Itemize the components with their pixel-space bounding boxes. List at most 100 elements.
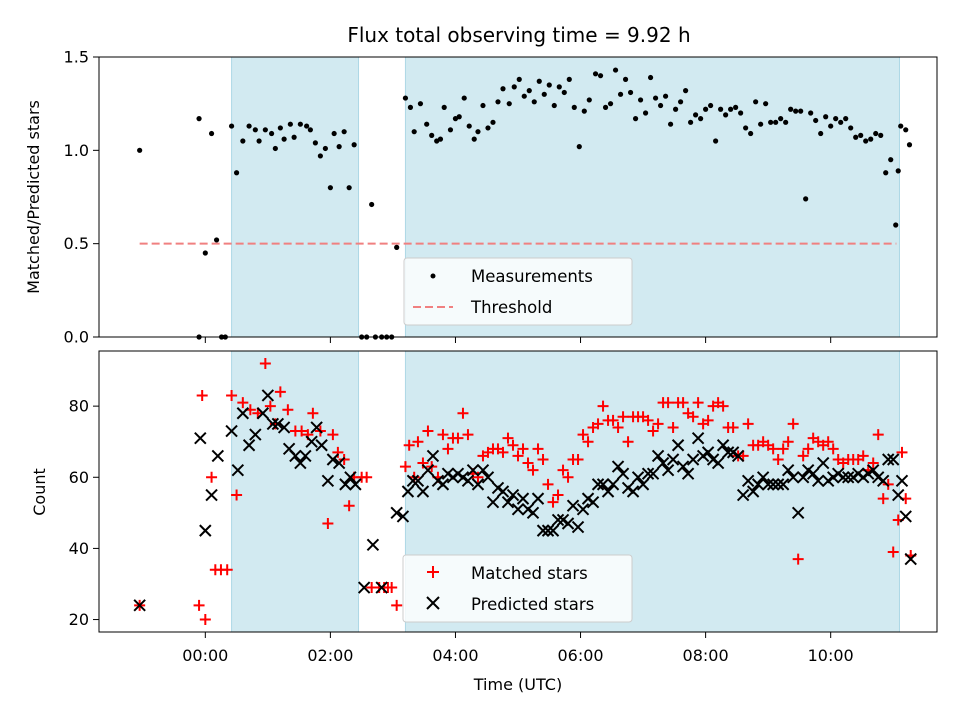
predicted-star-point	[877, 474, 890, 488]
top-y-tick-label: 0.5	[64, 234, 89, 253]
predicted-star-point	[676, 460, 690, 473]
observing-window	[231, 350, 360, 633]
measurement-point	[511, 84, 517, 90]
measurement-point	[592, 71, 599, 77]
predicted-star-point	[133, 599, 146, 612]
legend-predicted-label: Predicted stars	[471, 595, 594, 614]
predicted-star-point	[841, 471, 855, 484]
matched-star-point	[391, 599, 403, 611]
measurement-point	[858, 132, 864, 138]
predicted-star-point	[546, 524, 560, 537]
measurement-point	[202, 250, 208, 256]
matched-star-point	[582, 436, 594, 448]
matched-star-point	[422, 425, 434, 437]
measurement-point	[417, 101, 424, 107]
matched-star-point	[196, 389, 208, 401]
legend-measurements-marker	[430, 273, 436, 279]
legend-matched-marker	[427, 566, 439, 578]
matched-star-point	[647, 425, 659, 437]
predicted-star-point	[736, 488, 750, 502]
measurement-point	[586, 97, 592, 103]
measurement-point	[883, 170, 889, 176]
top-y-tick-label: 1.5	[64, 48, 89, 67]
predicted-star-point	[666, 453, 680, 466]
matched-star-point	[787, 418, 799, 430]
measurement-point	[495, 99, 501, 105]
bottom-legend-box	[402, 554, 633, 623]
matched-star-point	[457, 407, 469, 419]
measurement-point	[246, 123, 252, 129]
matched-star-point	[343, 500, 355, 512]
measurement-point	[287, 121, 293, 127]
predicted-star-point	[294, 456, 307, 470]
matched-star-point	[522, 457, 534, 469]
matched-star-point	[677, 397, 689, 409]
predicted-star-point	[681, 467, 695, 480]
measurement-point	[556, 84, 562, 90]
predicted-star-point	[656, 456, 670, 470]
x-tick-label: 00:00	[182, 646, 228, 665]
measurement-point	[818, 130, 824, 137]
measurement-point	[813, 117, 819, 124]
predicted-star-point	[661, 463, 675, 477]
predicted-star-point	[671, 439, 685, 452]
measurement-point	[394, 244, 400, 250]
predicted-star-point	[277, 421, 291, 434]
matched-star-point	[193, 599, 205, 611]
matched-star-point	[652, 418, 664, 430]
predicted-star-point	[332, 456, 346, 470]
measurement-point	[566, 76, 572, 82]
predicted-star-point	[366, 538, 380, 552]
measurement-point	[521, 93, 527, 99]
matched-star-point	[507, 439, 519, 451]
matched-star-point	[767, 443, 779, 455]
predicted-star-point	[611, 460, 625, 473]
measurement-point	[622, 76, 629, 82]
measurement-point	[748, 130, 754, 137]
measurement-point	[369, 201, 375, 208]
matched-star-point	[896, 446, 908, 458]
predicted-star-point	[466, 463, 480, 477]
measurement-point	[733, 104, 739, 110]
predicted-star-point	[716, 439, 730, 452]
bottom-x-ticks: 00:00 02:00 04:00 06:00 08:00 10:00	[182, 632, 854, 665]
measurement-point	[903, 127, 909, 133]
matched-star-point	[462, 429, 474, 441]
measurement-point	[137, 147, 143, 153]
predicted-star-point	[256, 407, 270, 420]
matched-star-point	[827, 443, 839, 455]
measurement-point	[336, 144, 342, 150]
predicted-star-point	[781, 463, 795, 477]
measurement-point	[657, 102, 664, 109]
measurements-points	[137, 67, 913, 340]
measurement-point	[713, 138, 719, 144]
measurement-point	[647, 74, 654, 81]
measurement-point	[703, 106, 709, 112]
predicted-star-point	[271, 417, 285, 431]
measurement-point	[838, 119, 844, 125]
predicted-star-point	[305, 435, 318, 448]
predicted-star-point	[426, 449, 440, 463]
measurement-point	[480, 102, 486, 109]
measurement-point	[240, 138, 246, 144]
matched-star-point	[607, 414, 619, 426]
measurement-point	[893, 222, 899, 228]
measurement-point	[297, 121, 303, 127]
measurement-point	[576, 144, 582, 150]
measurement-point	[213, 237, 220, 243]
matched-star-point	[782, 436, 794, 448]
x-tick-label: 06:00	[557, 646, 603, 665]
measurement-point	[272, 145, 278, 152]
matched-star-point	[557, 464, 569, 476]
predicted-star-point	[401, 485, 415, 498]
matched-star-point	[399, 461, 411, 473]
matched-star-point	[577, 429, 589, 441]
measurement-point	[708, 102, 714, 109]
measurement-point	[612, 67, 619, 73]
x-tick-label: 10:00	[808, 646, 854, 665]
top-panel: 0.0 0.5 1.0 1.5 Matched/Predicted stars Mea…	[24, 48, 938, 347]
predicted-star-point	[701, 446, 715, 459]
matched-star-point	[887, 546, 899, 558]
matched-star-point	[537, 453, 549, 465]
